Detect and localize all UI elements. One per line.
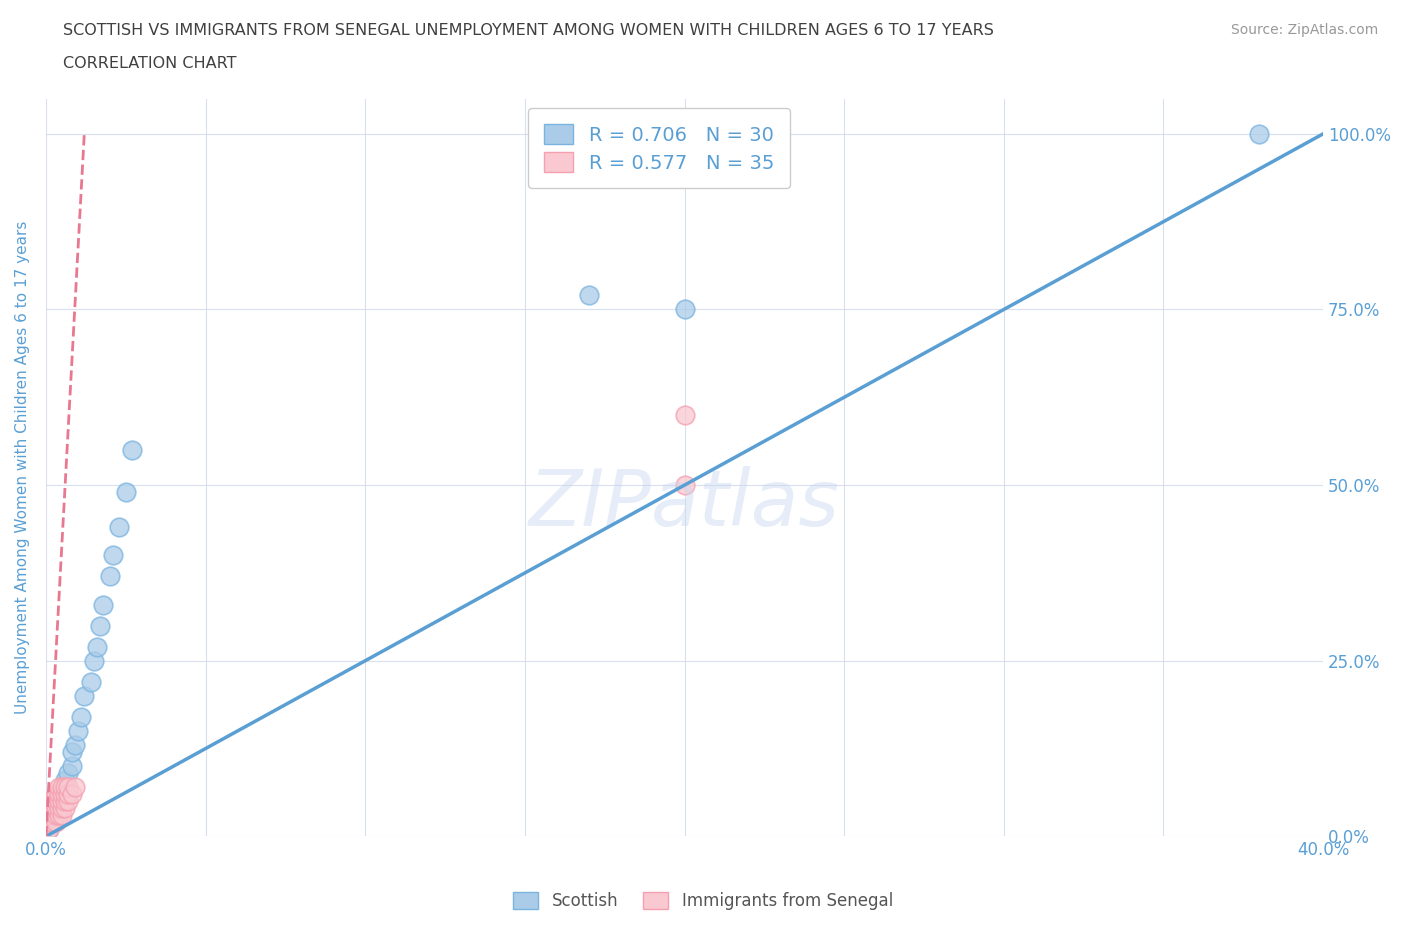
Point: [41, 815, 63, 830]
Point: [673, 302, 696, 317]
Point: [38, 822, 60, 837]
Point: [41, 801, 63, 816]
Point: [51, 801, 73, 816]
Point: [79, 674, 101, 689]
Point: [45, 808, 67, 823]
Point: [108, 520, 131, 535]
Point: [1249, 126, 1271, 141]
Point: [58, 765, 80, 780]
Point: [51, 787, 73, 802]
Point: [63, 779, 86, 794]
Y-axis label: Unemployment Among Women with Children Ages 6 to 17 years: Unemployment Among Women with Children A…: [15, 220, 30, 714]
Point: [48, 808, 70, 823]
Point: [51, 794, 73, 809]
Point: [578, 288, 600, 303]
Point: [53, 779, 76, 794]
Point: [53, 787, 76, 802]
Text: Source: ZipAtlas.com: Source: ZipAtlas.com: [1230, 23, 1378, 37]
Point: [60, 759, 83, 774]
Point: [51, 808, 73, 823]
Point: [673, 478, 696, 493]
Point: [58, 779, 80, 794]
Point: [51, 779, 73, 794]
Point: [101, 548, 124, 563]
Text: ZIPatlas: ZIPatlas: [529, 467, 839, 542]
Point: [38, 815, 60, 830]
Point: [53, 801, 76, 816]
Point: [45, 794, 67, 809]
Text: SCOTTISH VS IMMIGRANTS FROM SENEGAL UNEMPLOYMENT AMONG WOMEN WITH CHILDREN AGES : SCOTTISH VS IMMIGRANTS FROM SENEGAL UNEM…: [63, 23, 994, 38]
Text: CORRELATION CHART: CORRELATION CHART: [63, 56, 236, 71]
Point: [58, 787, 80, 802]
Point: [53, 794, 76, 809]
Point: [41, 808, 63, 823]
Point: [86, 639, 108, 654]
Point: [45, 787, 67, 802]
Point: [66, 724, 89, 738]
Point: [45, 801, 67, 816]
Point: [60, 787, 83, 802]
Point: [48, 801, 70, 816]
Point: [48, 787, 70, 802]
Point: [114, 485, 136, 499]
Legend: Scottish, Immigrants from Senegal: Scottish, Immigrants from Senegal: [506, 885, 900, 917]
Point: [83, 653, 105, 668]
Point: [93, 597, 115, 612]
Point: [48, 779, 70, 794]
Point: [121, 443, 143, 458]
Point: [41, 815, 63, 830]
Point: [58, 794, 80, 809]
Point: [51, 787, 73, 802]
Point: [38, 794, 60, 809]
Point: [53, 773, 76, 788]
Point: [41, 794, 63, 809]
Point: [673, 407, 696, 422]
Legend: R = 0.706   N = 30, R = 0.577   N = 35: R = 0.706 N = 30, R = 0.577 N = 35: [529, 109, 790, 189]
Point: [70, 710, 93, 724]
Point: [63, 737, 86, 752]
Point: [48, 794, 70, 809]
Point: [98, 569, 121, 584]
Point: [41, 808, 63, 823]
Point: [45, 815, 67, 830]
Point: [73, 688, 96, 703]
Point: [48, 794, 70, 809]
Point: [38, 801, 60, 816]
Point: [53, 779, 76, 794]
Point: [89, 618, 111, 633]
Point: [38, 808, 60, 823]
Point: [45, 808, 67, 823]
Point: [51, 794, 73, 809]
Point: [38, 822, 60, 837]
Point: [60, 745, 83, 760]
Point: [45, 801, 67, 816]
